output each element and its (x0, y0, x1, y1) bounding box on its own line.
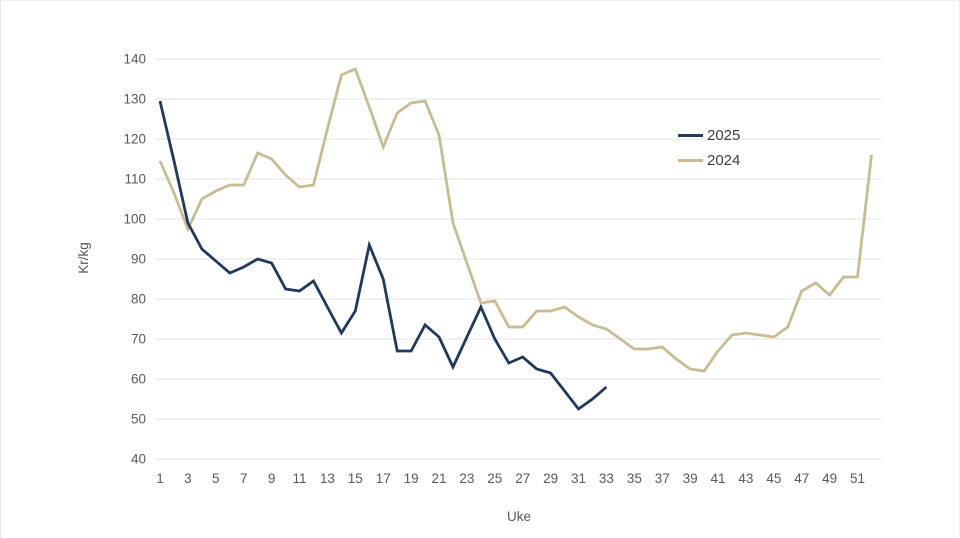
x-tick-label: 9 (268, 471, 276, 486)
series-line-2024 (158, 67, 873, 373)
y-tick-label: 110 (124, 172, 146, 187)
x-tick-label: 3 (184, 471, 192, 486)
x-tick-label: 45 (766, 471, 781, 486)
x-tick-label: 43 (738, 471, 753, 486)
x-tick-label: 37 (655, 471, 670, 486)
y-tick-label: 130 (123, 92, 146, 107)
x-tick-label: 19 (404, 471, 419, 486)
y-tick-label: 90 (131, 252, 146, 267)
series-lines (158, 67, 873, 411)
x-tick-label: 33 (599, 471, 614, 486)
x-tick-label: 5 (212, 471, 220, 486)
x-tick-label: 29 (543, 471, 558, 486)
legend-swatch-2025-line (678, 134, 703, 137)
y-tick-label: 40 (131, 452, 146, 467)
x-tick-label: 49 (822, 471, 837, 486)
gridlines (155, 58, 882, 460)
legend-item-2024: 2024 (678, 148, 740, 173)
x-tick-label: 41 (711, 471, 726, 486)
y-tick-label: 140 (123, 52, 146, 67)
x-tick-label: 11 (293, 471, 307, 486)
y-tick-label: 50 (131, 412, 146, 427)
x-tick-label: 15 (348, 471, 363, 486)
legend-item-2025: 2025 (678, 123, 740, 148)
x-tick-label: 21 (432, 471, 447, 486)
x-axis-labels: 1 3 5 7 9 11 13 15 17 19 21 23 25 27 29 31 33 35 37 39 41 43 4… (156, 471, 865, 486)
y-tick-label: 70 (131, 332, 146, 347)
x-tick-label: 13 (320, 471, 335, 486)
y-tick-label: 60 (131, 372, 146, 387)
x-axis-title: Uke (507, 509, 531, 524)
x-tick-label: 1 (156, 471, 164, 486)
y-tick-label: 120 (123, 132, 146, 147)
x-tick-label: 23 (459, 471, 474, 486)
x-tick-label: 31 (571, 471, 586, 486)
legend-label-2024: 2024 (707, 152, 741, 169)
legend: 2025 2024 (678, 123, 740, 173)
legend-label-2025: 2025 (707, 127, 741, 144)
x-tick-label: 25 (487, 471, 502, 486)
x-tick-label: 27 (515, 471, 530, 486)
x-tick-label: 51 (850, 471, 865, 486)
legend-swatch-2024-line (678, 159, 703, 162)
series-line-2025 (158, 100, 608, 411)
x-tick-label: 17 (376, 471, 391, 486)
x-tick-label: 35 (627, 471, 642, 486)
x-tick-label: 47 (794, 471, 809, 486)
y-axis-labels: 40 50 60 70 80 90 100 110 120 130 140 (123, 52, 146, 467)
y-axis-title: Kr/kg (76, 242, 91, 274)
x-tick-label: 7 (240, 471, 248, 486)
y-tick-label: 80 (131, 292, 146, 307)
y-tick-label: 100 (123, 212, 146, 227)
x-tick-label: 39 (683, 471, 698, 486)
